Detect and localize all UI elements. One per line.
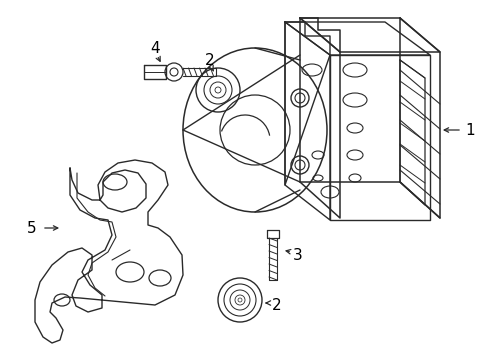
Text: 1: 1 (464, 122, 474, 138)
Text: 2: 2 (271, 297, 281, 312)
Text: 5: 5 (27, 220, 37, 235)
Text: 3: 3 (292, 248, 302, 262)
Text: 2: 2 (205, 53, 214, 68)
Text: 4: 4 (150, 41, 160, 55)
